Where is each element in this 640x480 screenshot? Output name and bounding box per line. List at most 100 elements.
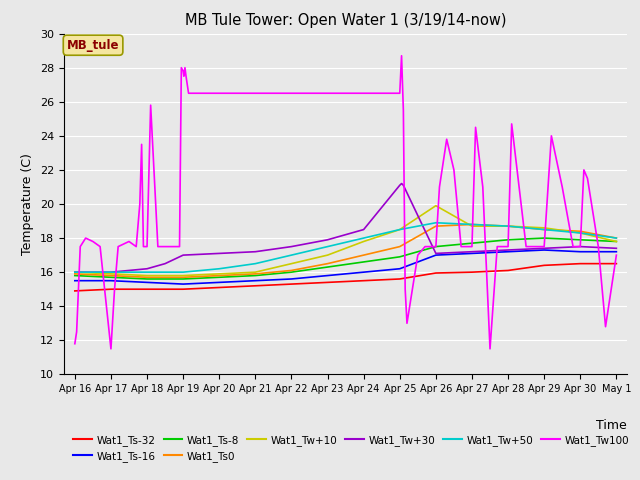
Wat1_Tw+50: [287, 252, 295, 258]
Wat1_Tw+50: [468, 222, 476, 228]
Wat1_Ts-16: [71, 278, 79, 284]
Wat1_Ts0: [432, 223, 440, 229]
Wat1_Tw+10: [71, 269, 79, 275]
Wat1_Tw+10: [143, 273, 151, 278]
Wat1_Tw+50: [252, 261, 259, 266]
Wat1_Tw+30: [216, 251, 223, 256]
Wat1_Tw+30: [577, 244, 584, 250]
Line: Wat1_Ts-8: Wat1_Ts-8: [75, 238, 616, 279]
Wat1_Tw100: [504, 244, 512, 250]
Text: Time: Time: [596, 419, 627, 432]
Wat1_Tw+30: [107, 269, 115, 275]
Wat1_Ts-8: [143, 276, 151, 282]
Wat1_Ts-16: [612, 249, 620, 254]
Wat1_Tw+50: [71, 269, 79, 275]
Wat1_Ts-16: [432, 252, 440, 258]
Wat1_Ts0: [360, 252, 367, 258]
Wat1_Ts-16: [504, 249, 512, 254]
Wat1_Tw+30: [71, 269, 79, 275]
Wat1_Ts-16: [216, 279, 223, 285]
Wat1_Tw100: [595, 244, 602, 250]
Line: Wat1_Ts-32: Wat1_Ts-32: [75, 264, 616, 291]
Wat1_Tw+10: [540, 225, 548, 231]
Wat1_Tw+30: [432, 251, 440, 256]
Wat1_Tw+50: [107, 269, 115, 275]
Wat1_Tw100: [147, 102, 154, 108]
Wat1_Ts-32: [324, 279, 332, 285]
Wat1_Tw+10: [396, 227, 404, 232]
Wat1_Ts-8: [252, 273, 259, 278]
Line: Wat1_Tw+10: Wat1_Tw+10: [75, 206, 616, 276]
Wat1_Ts-32: [252, 283, 259, 288]
Wat1_Tw+50: [432, 220, 440, 226]
Wat1_Tw+30: [397, 180, 405, 186]
Wat1_Ts0: [540, 227, 548, 232]
Wat1_Tw+10: [287, 261, 295, 266]
Wat1_Tw+30: [540, 245, 548, 251]
Wat1_Tw+30: [324, 237, 332, 243]
Wat1_Ts-16: [360, 269, 367, 275]
Wat1_Tw+50: [577, 230, 584, 236]
Wat1_Tw+50: [504, 223, 512, 229]
Wat1_Ts0: [324, 261, 332, 266]
Line: Wat1_Tw+30: Wat1_Tw+30: [75, 183, 616, 272]
Line: Wat1_Tw+50: Wat1_Tw+50: [75, 223, 616, 272]
Wat1_Ts-8: [577, 237, 584, 243]
Title: MB Tule Tower: Open Water 1 (3/19/14-now): MB Tule Tower: Open Water 1 (3/19/14-now…: [185, 13, 506, 28]
Wat1_Ts-8: [468, 240, 476, 246]
Wat1_Tw+10: [179, 273, 187, 278]
Wat1_Ts-32: [612, 261, 620, 266]
Wat1_Tw100: [612, 252, 620, 258]
Wat1_Ts0: [504, 223, 512, 229]
Wat1_Ts-8: [504, 237, 512, 243]
Wat1_Tw+50: [216, 266, 223, 272]
Wat1_Tw+50: [612, 235, 620, 241]
Wat1_Ts-8: [324, 264, 332, 270]
Wat1_Tw+10: [577, 230, 584, 236]
Wat1_Ts-32: [360, 278, 367, 284]
Wat1_Ts-8: [540, 235, 548, 241]
Wat1_Ts-16: [287, 276, 295, 282]
Wat1_Tw100: [71, 341, 79, 347]
Wat1_Tw100: [107, 346, 115, 352]
Wat1_Tw+10: [252, 269, 259, 275]
Wat1_Ts-16: [252, 278, 259, 284]
Wat1_Tw100: [397, 53, 405, 59]
Wat1_Tw+30: [161, 261, 169, 266]
Wat1_Ts-8: [216, 275, 223, 280]
Text: MB_tule: MB_tule: [67, 39, 119, 52]
Wat1_Ts-8: [179, 276, 187, 282]
Wat1_Ts-32: [504, 267, 512, 273]
Wat1_Tw+10: [612, 239, 620, 244]
Wat1_Ts-32: [179, 286, 187, 292]
Wat1_Ts-8: [360, 259, 367, 265]
Wat1_Tw+10: [107, 271, 115, 277]
Wat1_Ts-32: [468, 269, 476, 275]
Line: Wat1_Tw100: Wat1_Tw100: [75, 56, 616, 349]
Wat1_Ts-16: [179, 281, 187, 287]
Wat1_Tw+10: [324, 252, 332, 258]
Wat1_Tw+30: [143, 266, 151, 272]
Wat1_Tw+30: [504, 247, 512, 253]
Wat1_Ts0: [143, 275, 151, 280]
Wat1_Ts-16: [324, 273, 332, 278]
Wat1_Tw100: [143, 244, 151, 250]
Wat1_Tw+30: [612, 245, 620, 251]
Wat1_Ts-32: [216, 285, 223, 290]
Wat1_Ts0: [216, 273, 223, 278]
Wat1_Tw+30: [179, 252, 187, 258]
Wat1_Tw+30: [252, 249, 259, 254]
Wat1_Ts-8: [612, 239, 620, 244]
Wat1_Tw+30: [468, 249, 476, 254]
Wat1_Tw+10: [504, 223, 512, 229]
Wat1_Tw+50: [540, 227, 548, 232]
Wat1_Ts0: [577, 228, 584, 234]
Wat1_Ts0: [252, 271, 259, 277]
Wat1_Tw+10: [432, 203, 440, 209]
Wat1_Tw+10: [216, 271, 223, 277]
Wat1_Ts0: [612, 235, 620, 241]
Wat1_Ts-32: [432, 270, 440, 276]
Wat1_Ts-8: [71, 273, 79, 278]
Wat1_Ts-16: [107, 278, 115, 284]
Wat1_Tw+50: [360, 235, 367, 241]
